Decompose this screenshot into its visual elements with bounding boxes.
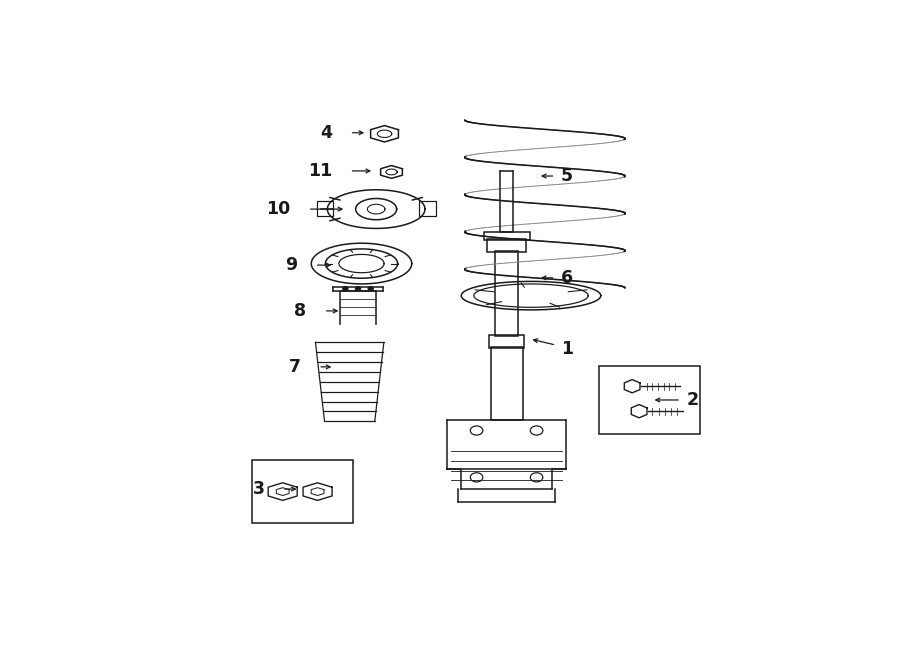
Text: 4: 4: [320, 124, 332, 141]
Text: 2: 2: [687, 391, 698, 409]
Circle shape: [368, 287, 373, 290]
Text: 8: 8: [294, 302, 306, 320]
Circle shape: [343, 287, 348, 290]
Bar: [599, 366, 700, 434]
Text: 9: 9: [285, 256, 297, 274]
Bar: [419, 202, 436, 215]
Bar: [495, 251, 518, 336]
Bar: [252, 460, 353, 524]
Bar: [491, 346, 523, 420]
Bar: [487, 239, 526, 253]
Bar: [483, 231, 529, 240]
Bar: [489, 335, 524, 348]
Text: 10: 10: [266, 200, 291, 218]
Text: 1: 1: [561, 340, 573, 358]
Text: 5: 5: [561, 167, 573, 185]
Text: 11: 11: [308, 162, 332, 180]
Text: 6: 6: [561, 269, 573, 287]
Text: 3: 3: [253, 480, 265, 498]
Bar: [317, 202, 333, 215]
Circle shape: [356, 287, 361, 290]
Text: 7: 7: [289, 358, 301, 376]
